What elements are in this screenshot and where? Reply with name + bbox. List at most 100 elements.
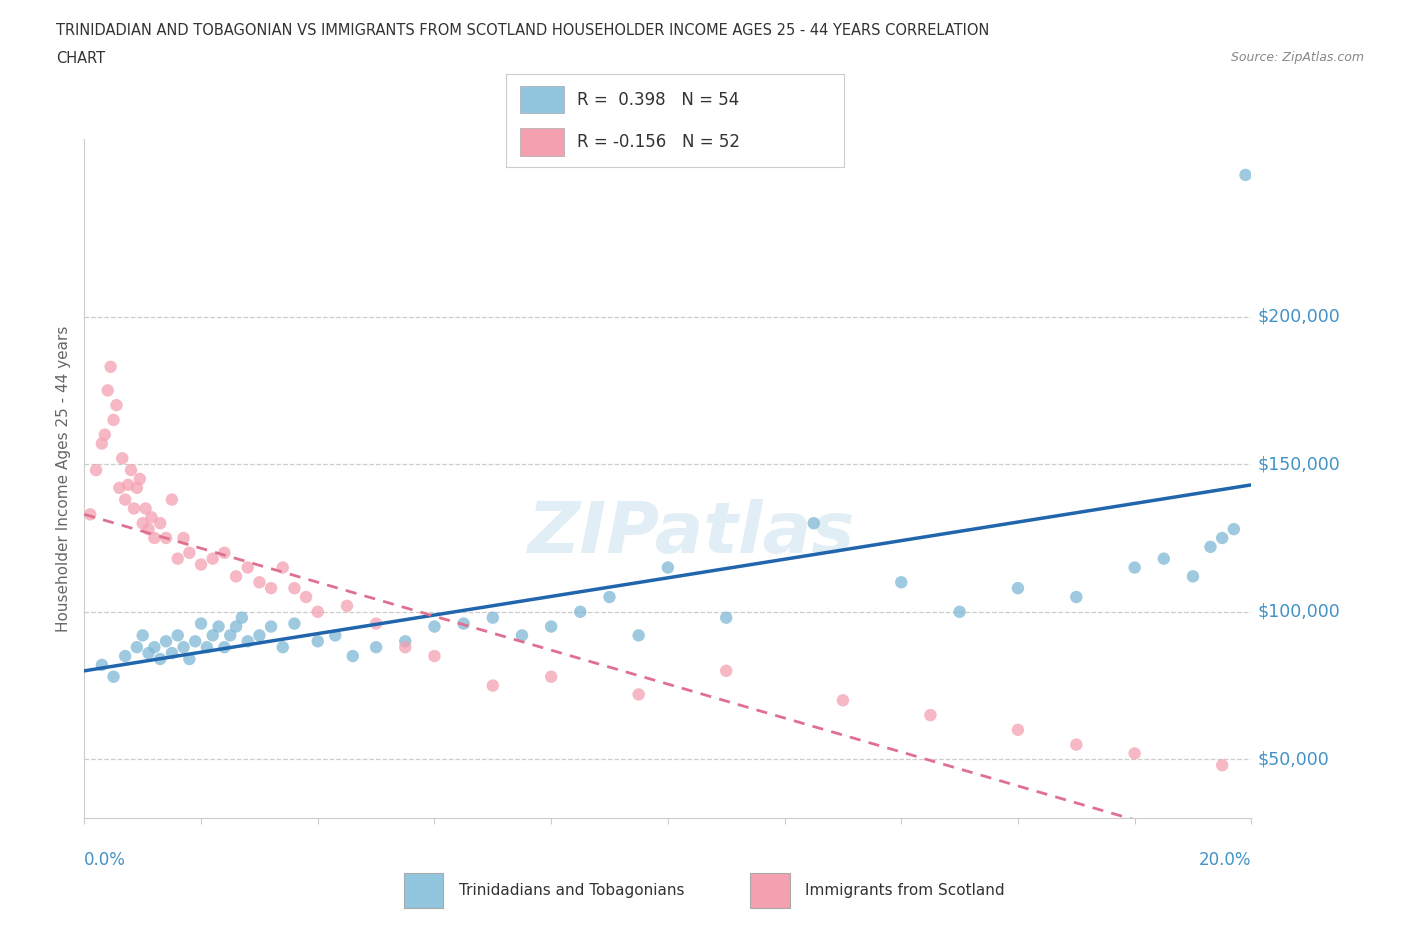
Point [342,648,364,663]
Point [166,628,188,643]
Text: Trinidadians and Tobagonians: Trinidadians and Tobagonians [458,883,685,898]
Point [97,383,120,398]
Point [143,640,166,655]
Point [114,492,136,507]
Point [540,619,562,634]
Point [453,617,475,631]
Point [307,634,329,649]
Point [111,451,134,466]
Point [1211,758,1233,773]
Point [271,640,294,655]
Point [481,678,505,693]
Point [657,560,679,575]
Y-axis label: Householder Income Ages 25 - 44 years: Householder Income Ages 25 - 44 years [56,326,72,632]
Point [160,492,183,507]
Point [627,628,650,643]
Point [1181,569,1204,584]
Point [1007,580,1029,595]
Point [1123,560,1146,575]
Point [366,617,388,631]
Point [141,510,163,525]
Point [1066,737,1088,752]
Point [90,436,112,451]
Point [120,462,142,477]
Point [122,501,145,516]
Point [949,604,972,619]
Point [173,530,195,545]
Point [1199,539,1222,554]
Text: $200,000: $200,000 [1257,308,1340,326]
Text: Source: ZipAtlas.com: Source: ZipAtlas.com [1230,51,1364,64]
Point [179,652,201,667]
Point [394,640,416,655]
Text: TRINIDADIAN AND TOBAGONIAN VS IMMIGRANTS FROM SCOTLAND HOUSEHOLDER INCOME AGES 2: TRINIDADIAN AND TOBAGONIAN VS IMMIGRANTS… [56,23,990,38]
Bar [520,128,564,156]
Point [832,693,855,708]
Point [190,557,212,572]
Point [283,580,305,595]
Point [128,472,150,486]
Point [149,516,172,531]
Bar [751,872,790,909]
Point [283,617,305,631]
Point [117,477,139,492]
Point [716,663,738,678]
Point [105,398,128,413]
Point [201,628,224,643]
Point [108,481,131,496]
Text: R = -0.156   N = 52: R = -0.156 N = 52 [576,133,740,152]
Point [214,640,236,655]
Point [1223,522,1246,537]
Text: CHART: CHART [56,51,105,66]
Point [510,628,533,643]
Point [569,604,592,619]
Point [1234,167,1257,182]
Point [201,551,224,566]
Point [155,634,177,649]
Point [190,617,212,631]
Point [195,640,218,655]
Point [716,610,738,625]
Text: 0.0%: 0.0% [84,851,127,869]
Point [890,575,912,590]
Point [599,590,621,604]
Point [132,628,155,643]
Point [138,522,160,537]
Point [90,658,112,672]
Point [271,560,294,575]
Point [214,545,236,560]
Point [149,652,172,667]
Point [179,545,201,560]
Text: $150,000: $150,000 [1257,455,1340,473]
Point [1007,723,1029,737]
Point [138,645,160,660]
Text: 20.0%: 20.0% [1199,851,1251,869]
Point [125,640,148,655]
Point [125,481,148,496]
Point [225,619,247,634]
Point [920,708,942,723]
Point [1153,551,1175,566]
Point [135,501,157,516]
Point [1123,746,1146,761]
Point [84,462,107,477]
Point [307,604,329,619]
Point [143,530,166,545]
Point [100,359,122,374]
Point [249,575,271,590]
Bar [404,872,443,909]
Point [336,598,359,613]
Point [160,645,183,660]
Point [540,670,562,684]
Point [236,634,259,649]
Point [236,560,259,575]
Point [394,634,416,649]
Point [249,628,271,643]
Point [295,590,318,604]
Point [481,610,505,625]
Point [260,580,283,595]
Point [207,619,229,634]
Point [79,507,101,522]
Point [173,640,195,655]
Point [132,516,155,531]
